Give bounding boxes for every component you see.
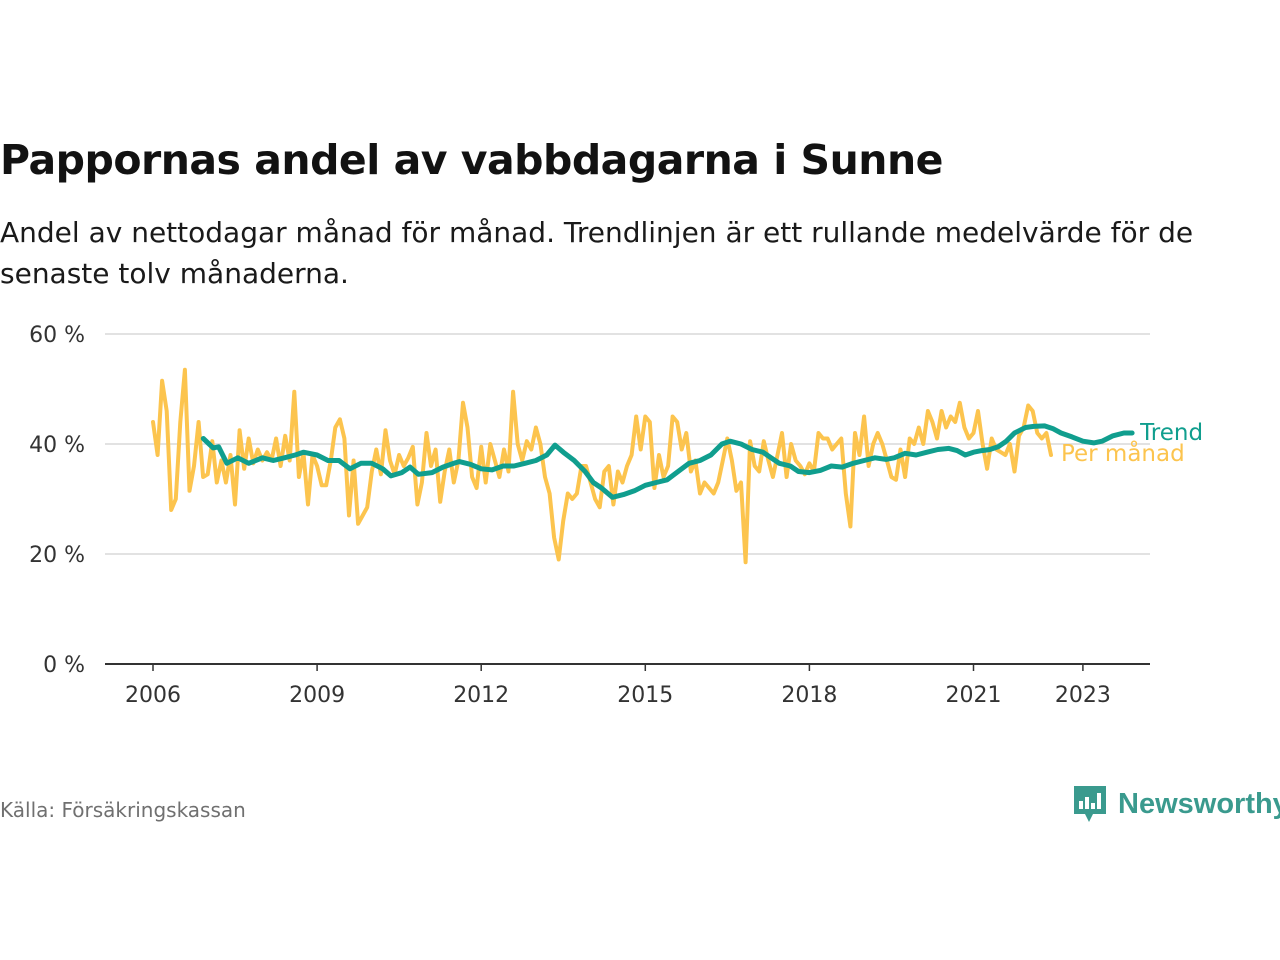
x-tick-label: 2009: [289, 683, 345, 708]
trend-line: [200, 423, 1135, 500]
y-tick-label: 20 %: [29, 543, 85, 568]
series-lines: [151, 367, 1135, 565]
y-tick-label: 0 %: [43, 653, 85, 678]
line-chart: 0 % 20 % 40 % 60 % 2006 2009 2012 2015 2018 2021…: [29, 323, 1203, 708]
source-note: Källa: Försäkringskassan: [0, 798, 246, 822]
monthly-line: [151, 367, 1053, 565]
x-tick-label: 2006: [125, 683, 181, 708]
grid-lines: [105, 333, 1150, 555]
series-label-trend: Trend: [1139, 420, 1203, 446]
series-label-monthly: Per månad: [1061, 439, 1185, 467]
x-tick-label: 2023: [1055, 683, 1111, 708]
brand-name: Newsworthy: [1118, 787, 1280, 820]
brand-logo: Newsworthy: [1072, 784, 1280, 824]
chart-subtitle: Andel av nettodagar månad för månad. Tre…: [0, 216, 1194, 290]
x-tick-label: 2018: [781, 683, 837, 708]
x-axis-ticks: 2006 2009 2012 2015 2018 2021 2023: [125, 664, 1111, 708]
x-tick-label: 2021: [946, 683, 1002, 708]
x-tick-label: 2012: [453, 683, 509, 708]
y-tick-label: 40 %: [29, 433, 85, 458]
y-axis-ticks: 0 % 20 % 40 % 60 %: [29, 323, 85, 678]
newsworthy-logo-icon: [1074, 786, 1106, 822]
y-tick-label: 60 %: [29, 323, 85, 348]
chart-title: Pappornas andel av vabbdagarna i Sunne: [0, 136, 943, 184]
x-tick-label: 2015: [617, 683, 673, 708]
